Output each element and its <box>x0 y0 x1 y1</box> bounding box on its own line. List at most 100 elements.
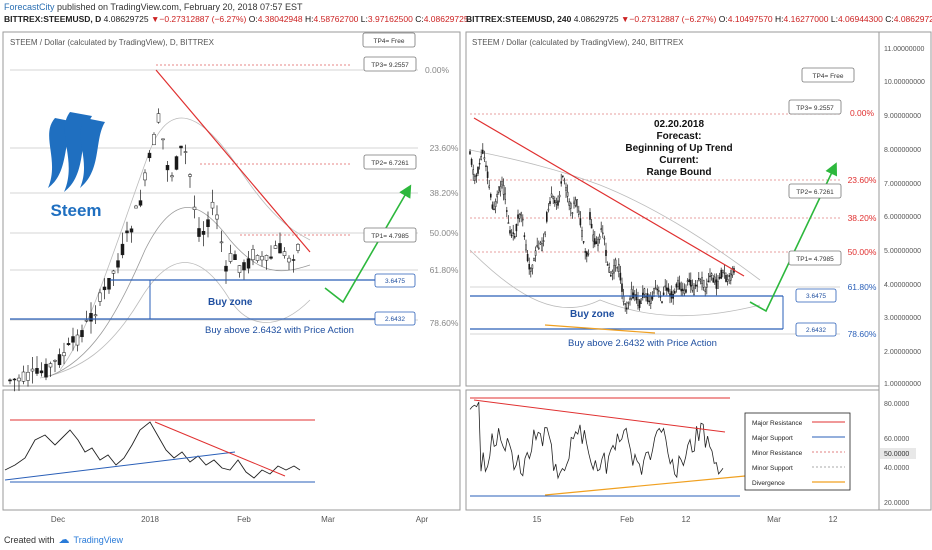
candle-body <box>726 279 729 282</box>
candle-body <box>493 208 495 211</box>
candle-body <box>143 172 147 181</box>
callout-box <box>362 32 416 48</box>
down-arrow-icon: ▼ <box>621 14 630 24</box>
candle-body <box>165 165 170 171</box>
candle-body <box>520 212 523 216</box>
candle-body <box>610 274 612 277</box>
osc-divergence-line <box>544 475 746 496</box>
candle-body <box>674 291 676 294</box>
candle-body <box>480 155 482 161</box>
candle-body <box>587 253 590 255</box>
fib-label: 61.80% <box>430 265 459 275</box>
candle-body <box>528 263 531 270</box>
candle-body <box>696 284 699 287</box>
callout-box <box>788 183 842 199</box>
candle-body <box>475 174 478 177</box>
symbol-label: BITTREX:STEEMUSD, 240 <box>466 14 572 24</box>
candle-body <box>616 266 619 269</box>
candle-body <box>206 219 210 227</box>
candle-body <box>512 232 515 234</box>
candle-body <box>632 292 635 299</box>
candle-body <box>539 242 542 245</box>
candle-body <box>718 276 721 279</box>
open-value: 4.10497570 <box>727 14 773 24</box>
candle-body <box>690 280 692 287</box>
candle-body <box>486 171 489 178</box>
candle-body <box>571 212 574 214</box>
candle-body <box>629 298 631 300</box>
fib-label: 23.60% <box>848 175 877 185</box>
x-axis-label: 15 <box>533 515 542 524</box>
left-price-pane <box>2 31 461 387</box>
candle-body <box>627 301 630 304</box>
buy-zone-label: Buy zone <box>208 297 253 308</box>
candle-body <box>557 200 559 206</box>
legend-label: Major Support <box>752 435 793 442</box>
tradingview-link[interactable]: TradingView <box>73 534 124 545</box>
steem-logo: Steem <box>48 112 105 220</box>
osc-tick: 60.0000 <box>884 436 909 443</box>
price-tick: 6.00000000 <box>884 214 921 221</box>
candle-body <box>125 230 129 234</box>
candle-body <box>728 275 731 277</box>
candle-body <box>8 379 12 382</box>
candle-body <box>71 336 75 343</box>
legend-label: Major Resistance <box>752 420 803 427</box>
price-value: 4.08629725 <box>103 14 149 24</box>
fib-label: 78.60% <box>848 329 877 339</box>
publish-credit: ForecastCity published on TradingView.co… <box>4 2 303 12</box>
candle-body <box>646 293 649 302</box>
candle-body <box>589 212 591 220</box>
candle-body <box>35 368 39 374</box>
candle-body <box>573 201 575 204</box>
candle-body <box>694 284 697 287</box>
candle-body <box>677 279 679 287</box>
candle-body <box>533 258 535 261</box>
candle-body <box>574 199 577 206</box>
candle-body <box>496 193 498 198</box>
candle-body <box>134 205 138 209</box>
lower-band <box>39 262 311 379</box>
candle-body <box>598 235 601 240</box>
x-axis-label: 12 <box>829 515 838 524</box>
osc-support-trendline <box>4 451 236 481</box>
close-value: 4.08629725 <box>423 14 469 24</box>
candle-body <box>546 212 548 222</box>
candle-body <box>62 352 66 357</box>
candle-body <box>555 202 558 205</box>
candle-body <box>44 363 48 378</box>
candle-body <box>170 175 174 178</box>
candle-body <box>662 292 665 295</box>
candle-body <box>558 194 561 198</box>
candle-body <box>608 267 611 273</box>
callout-box <box>795 288 837 303</box>
upper-band <box>59 117 311 371</box>
created-with-text: Created with <box>4 534 55 545</box>
candle-body <box>538 247 540 250</box>
candle-body <box>602 232 604 235</box>
left-candlesticks <box>8 108 300 392</box>
callout-text: 3.6475 <box>385 278 405 285</box>
osc-tick: 20.0000 <box>884 500 909 507</box>
resistance-trendline <box>155 69 311 253</box>
candle-body <box>161 138 165 141</box>
fib-levels: 0.00% 23.60% 38.20% 50.00% 61.80% 78.60% <box>10 65 459 328</box>
candle-body <box>504 193 506 200</box>
candle-body <box>544 231 547 235</box>
current-text: Range Bound <box>647 167 712 178</box>
candle-body <box>618 263 620 272</box>
support-divergence-line <box>544 324 656 334</box>
candle-body <box>201 230 206 235</box>
author-link[interactable]: ForecastCity <box>4 2 55 12</box>
fib-label: 50.00% <box>430 228 459 238</box>
candle-body <box>278 243 282 254</box>
osc-tick: 80.0000 <box>884 401 909 408</box>
candle-body <box>614 259 617 266</box>
candle-body <box>566 191 569 197</box>
candle-body <box>498 186 500 193</box>
x-axis-label: Feb <box>237 515 251 524</box>
candle-body <box>658 290 660 292</box>
candle-body <box>717 281 719 289</box>
candle-body <box>233 254 237 260</box>
callout-box <box>795 322 837 337</box>
